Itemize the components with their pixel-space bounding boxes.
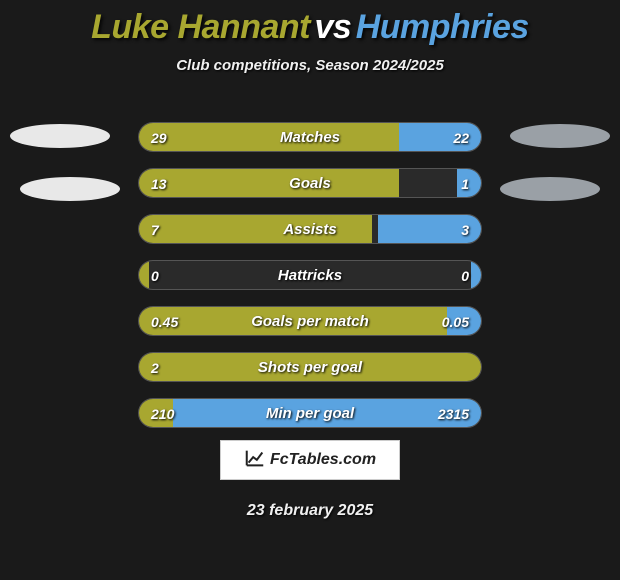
stat-value-right: 0 bbox=[461, 261, 469, 290]
stat-value-right: 3 bbox=[461, 215, 469, 244]
fctables-logo: FcTables.com bbox=[220, 440, 400, 480]
player1-marker-1 bbox=[10, 124, 110, 148]
player2-marker-1 bbox=[510, 124, 610, 148]
stat-value-left: 13 bbox=[151, 169, 167, 198]
stat-row: Goals per match0.45 0.05 bbox=[138, 306, 482, 336]
stat-value-left: 2 bbox=[151, 353, 159, 382]
stat-value-left: 210 bbox=[151, 399, 174, 428]
stat-row: Goals13 1 bbox=[138, 168, 482, 198]
stat-row: Min per goal210 2315 bbox=[138, 398, 482, 428]
stat-label: Assists bbox=[139, 215, 481, 244]
vs-word: vs bbox=[314, 8, 351, 47]
stat-value-right: 0.05 bbox=[442, 307, 469, 336]
stat-row: Assists7 3 bbox=[138, 214, 482, 244]
stat-row: Hattricks0 0 bbox=[138, 260, 482, 290]
player1-marker-2 bbox=[20, 177, 120, 201]
chart-icon bbox=[244, 447, 266, 474]
player2-marker-2 bbox=[500, 177, 600, 201]
stat-label: Goals per match bbox=[139, 307, 481, 336]
stat-value-left: 0 bbox=[151, 261, 159, 290]
stat-label: Shots per goal bbox=[139, 353, 481, 382]
stat-label: Hattricks bbox=[139, 261, 481, 290]
season-subtitle: Club competitions, Season 2024/2025 bbox=[0, 57, 620, 74]
stat-row: Shots per goal2 bbox=[138, 352, 482, 382]
stat-label: Goals bbox=[139, 169, 481, 198]
logo-text: FcTables.com bbox=[270, 451, 376, 469]
stat-value-right: 2315 bbox=[438, 399, 469, 428]
stats-bar-chart: Matches29 22 Goals13 1 Assists7 3 Hattricks0 0 G… bbox=[138, 122, 482, 444]
stat-value-left: 7 bbox=[151, 215, 159, 244]
date-line: 23 february 2025 bbox=[0, 502, 620, 520]
stat-value-left: 29 bbox=[151, 123, 167, 152]
comparison-title: Luke Hannant vs Humphries bbox=[0, 0, 620, 47]
player2-name: Humphries bbox=[356, 8, 529, 47]
stat-value-right: 1 bbox=[461, 169, 469, 198]
stat-value-left: 0.45 bbox=[151, 307, 178, 336]
stat-label: Matches bbox=[139, 123, 481, 152]
stat-row: Matches29 22 bbox=[138, 122, 482, 152]
stat-value-right: 22 bbox=[453, 123, 469, 152]
stat-label: Min per goal bbox=[139, 399, 481, 428]
player1-name: Luke Hannant bbox=[91, 8, 310, 47]
